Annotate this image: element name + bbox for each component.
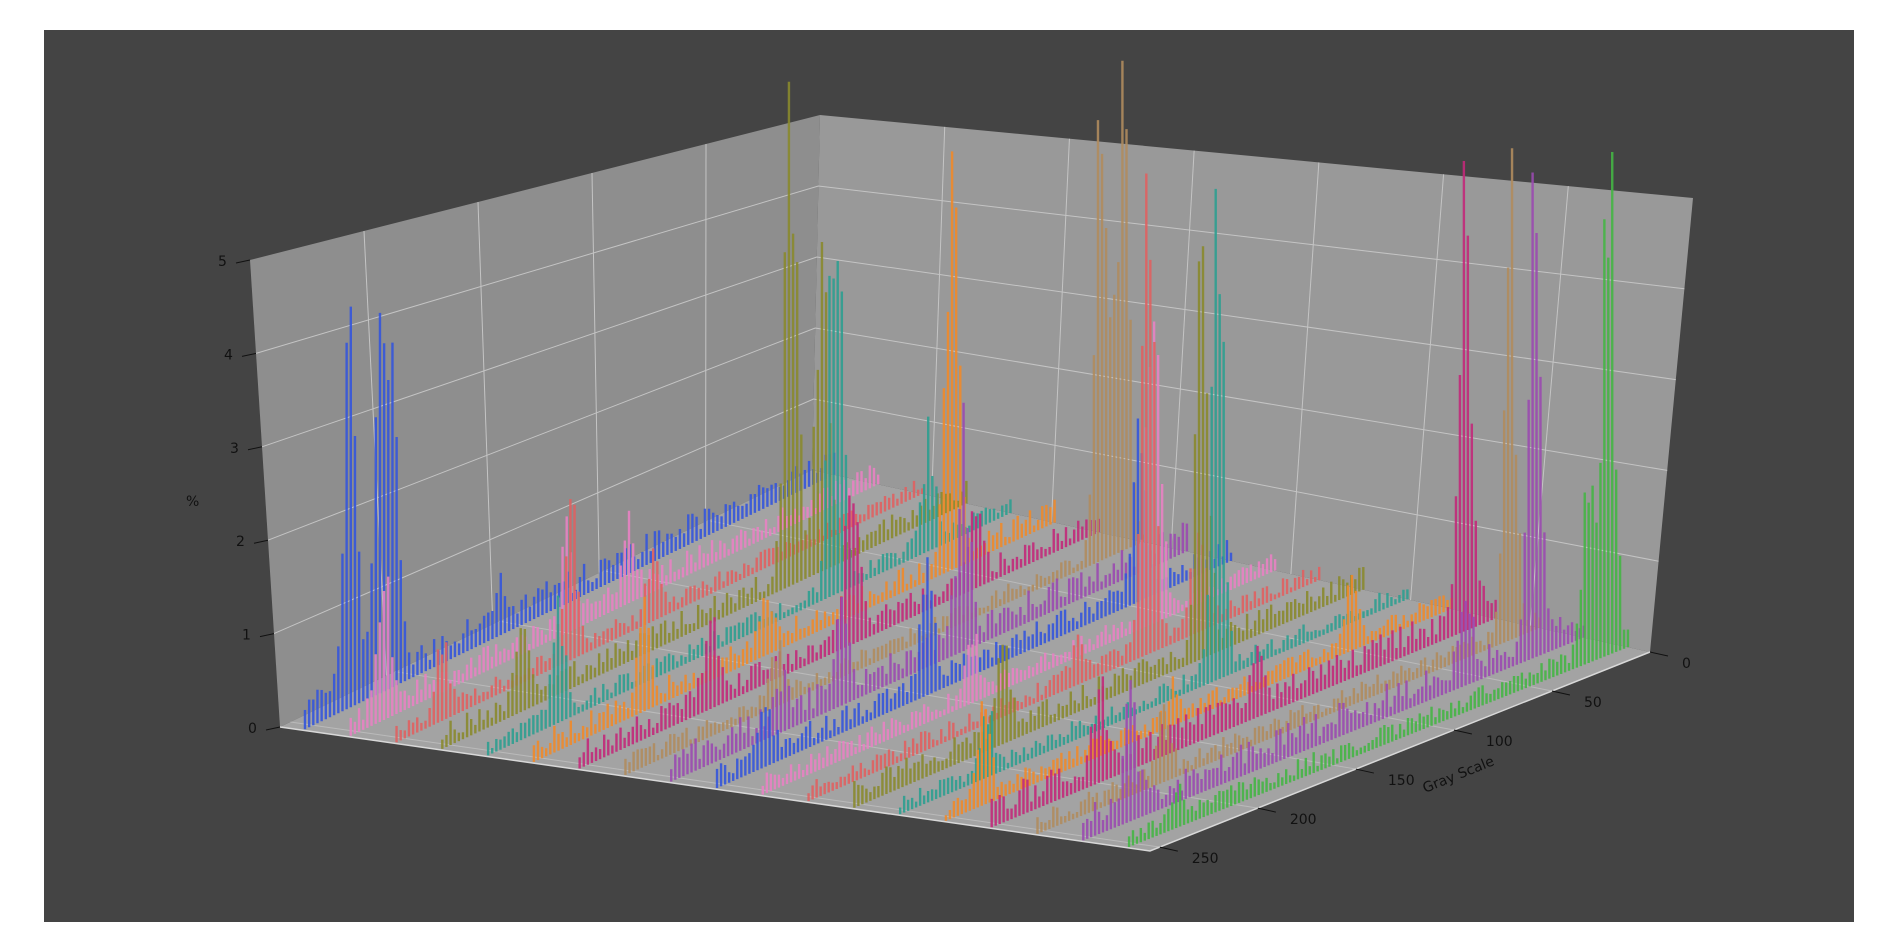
series-row-19 [1127,152,1630,847]
y-tick [1355,768,1374,774]
y-tick-label: 150 [1388,773,1415,789]
series-row-9 [670,402,1189,782]
z-axis: 0 1 2 3 4 5 [218,254,281,737]
gridline [255,185,1685,354]
gridline [261,256,1676,448]
z-axis-label: % [186,494,199,510]
gridline [477,201,494,625]
z-tick [259,633,275,638]
y-tick-label: 50 [1584,695,1602,711]
y-tick [1649,651,1669,657]
series-row-17 [1036,148,1541,834]
z-tick-label: 0 [248,721,257,737]
gridline [273,398,1659,635]
gridline [1170,150,1195,549]
series-row-16 [990,161,1497,828]
z-tick [253,539,269,544]
gridline [1410,174,1445,601]
gridline [591,172,600,573]
series-row-18 [1082,172,1586,841]
gridline [267,327,1668,541]
gridline [931,126,946,497]
y-tick [1159,846,1178,852]
y-tick [1453,729,1473,735]
floor-edge [279,651,1651,852]
y-tick-label: 200 [1290,812,1317,828]
y-tick [1551,690,1571,696]
y-tick-label: 100 [1486,734,1513,750]
gridline [1290,162,1320,575]
z-tick [247,446,263,451]
y-tick-label: 0 [1682,656,1691,672]
z-tick-label: 3 [230,441,239,457]
y-tick [1257,807,1276,813]
y-tick-label: 250 [1192,851,1219,867]
histogram-bars [303,60,1630,847]
series-row-2 [349,465,880,736]
gridline [1050,138,1070,523]
z-tick-label: 1 [242,628,251,644]
z-tick [241,352,257,357]
z-tick-label: 4 [224,347,233,363]
z-tick-label: 2 [236,534,245,550]
z-tick [265,726,281,731]
z-tick-label: 5 [218,254,227,270]
y-axis: 0 50 100 150 200 250 [1159,651,1691,867]
series-row-4 [441,81,968,749]
z-tick [235,259,251,264]
